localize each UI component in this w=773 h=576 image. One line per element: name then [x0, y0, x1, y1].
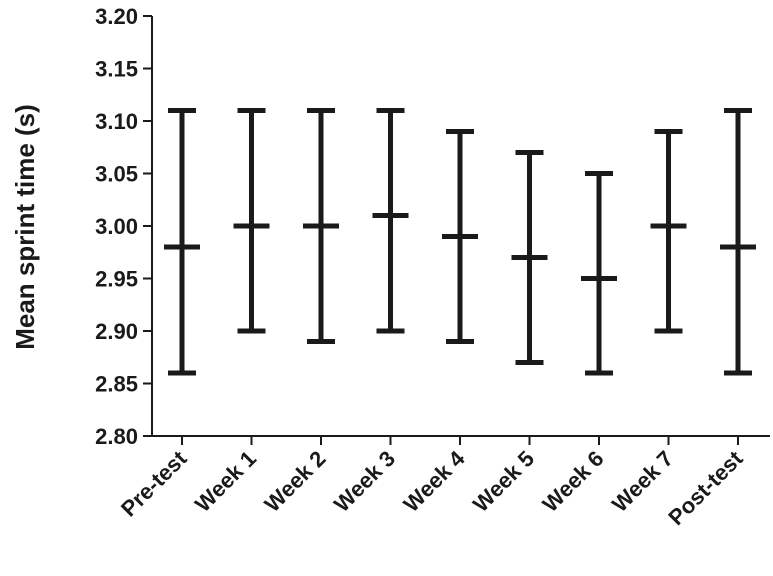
- error-bar-group: [442, 129, 478, 344]
- error-bar-group: [720, 108, 756, 376]
- y-tick-label: 3.15: [95, 57, 138, 82]
- y-tick-label: 2.95: [95, 267, 138, 292]
- x-tick-label: Week 5: [468, 446, 539, 517]
- x-tick-label: Week 6: [538, 446, 609, 517]
- error-bar-group: [650, 129, 687, 334]
- y-tick-label: 3.20: [95, 4, 138, 29]
- x-tick-label: Week 3: [329, 446, 400, 517]
- y-tick-label: 3.10: [95, 109, 138, 134]
- y-tick-label: 2.90: [95, 319, 138, 344]
- x-tick-label: Post-test: [663, 445, 748, 530]
- y-ticks: 2.80 2.85 2.90 2.95 3.00 3.05 3.10 3.15 3.20: [95, 4, 152, 449]
- y-tick-label: 3.00: [95, 214, 138, 239]
- error-bar-group: [233, 108, 270, 334]
- y-axis-title: Mean sprint time (s): [10, 104, 40, 350]
- error-bar-group: [581, 171, 617, 376]
- data-marks: [164, 108, 756, 376]
- y-tick-label: 3.05: [95, 162, 138, 187]
- error-bar-group: [511, 150, 548, 365]
- x-tick-label: Week 4: [399, 445, 471, 517]
- error-bar-group: [372, 108, 409, 334]
- y-tick-label: 2.80: [95, 424, 138, 449]
- error-bar-group: [164, 108, 200, 376]
- error-bar-group: [303, 108, 339, 344]
- x-tick-label: Week 1: [190, 446, 261, 517]
- x-tick-label: Week 2: [260, 446, 331, 517]
- y-tick-label: 2.85: [95, 372, 138, 397]
- x-tick-label: Pre-test: [116, 445, 192, 521]
- x-tick-label: Week 7: [607, 446, 678, 517]
